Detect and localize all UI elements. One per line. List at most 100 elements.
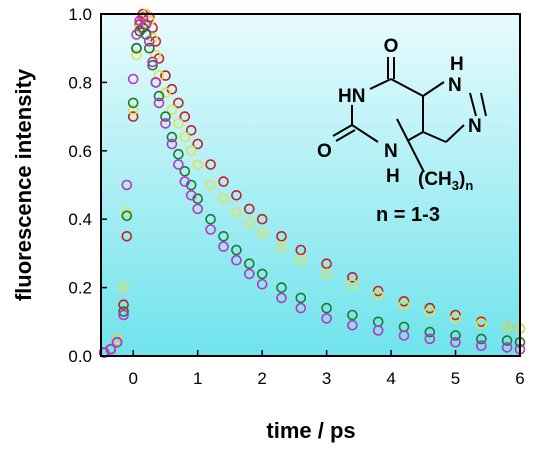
data-point-series-1 <box>295 244 307 256</box>
data-point-series-2 <box>121 207 133 218</box>
data-point-series-3 <box>295 292 307 304</box>
data-point-series-1 <box>231 190 242 201</box>
data-point-series-3 <box>127 97 139 109</box>
data-point-series-2 <box>166 104 178 116</box>
data-point-series-4 <box>144 36 155 47</box>
data-point-series-3 <box>179 166 191 177</box>
data-point-series-1 <box>256 213 268 225</box>
data-point-series-2 <box>218 193 229 204</box>
data-point-series-4 <box>131 29 142 40</box>
data-point-series-2 <box>231 207 242 218</box>
x-tick-label: 0 <box>128 369 137 388</box>
axis-ticks: 0 1 2 3 4 5 6 0.0 0.2 0.4 0.6 0.8 1.0 <box>68 5 524 388</box>
data-point-series-1 <box>424 302 436 314</box>
data-point-series-2 <box>398 299 410 311</box>
data-point-series-2 <box>179 131 191 143</box>
data-point-series-4 <box>205 224 216 235</box>
data-point-series-4 <box>192 203 203 215</box>
data-point-series-3 <box>144 42 155 54</box>
data-point-series-4 <box>295 302 307 314</box>
substituent-count-label: n = 1-3 <box>376 204 440 226</box>
data-point-series-4 <box>105 343 116 355</box>
data-point-series-2 <box>111 333 123 345</box>
data-point-series-2 <box>347 278 358 290</box>
data-point-series-3 <box>121 210 133 222</box>
data-point-series-3 <box>173 148 184 160</box>
data-point-series-4 <box>398 330 410 341</box>
data-point-series-1 <box>218 176 229 187</box>
molecule-structure <box>332 57 487 173</box>
methyl-group: (CH3)n <box>418 169 473 193</box>
data-point-series-3 <box>205 213 216 225</box>
atom-o-left: O <box>317 141 332 162</box>
data-point-series-1 <box>450 309 461 321</box>
data-point-series-2 <box>321 268 332 280</box>
data-point-series-1 <box>150 36 162 47</box>
y-tick-label: 0.4 <box>68 210 92 229</box>
data-point-series-4 <box>321 313 332 324</box>
atom-o-top: O <box>384 36 399 57</box>
atom-n-bottom: N <box>384 141 398 162</box>
atom-h-bottom: H <box>386 166 400 187</box>
data-point-series-3 <box>424 326 436 338</box>
y-axis-label: fluorescence intensity <box>11 68 36 301</box>
data-point-series-2 <box>205 179 216 191</box>
data-point-series-2 <box>118 282 129 293</box>
data-point-series-3 <box>147 60 158 71</box>
data-point-series-2 <box>276 241 287 252</box>
data-point-series-4 <box>347 319 358 331</box>
data-point-series-2 <box>127 104 139 116</box>
x-tick-label: 6 <box>515 369 524 388</box>
data-point-series-4 <box>276 292 287 304</box>
data-point-series-3 <box>256 268 268 280</box>
data-point-series-1 <box>121 231 133 242</box>
data-point-series-4 <box>475 340 487 352</box>
data-point-series-2 <box>295 254 307 266</box>
y-tick-label: 1.0 <box>68 5 92 24</box>
data-points <box>98 8 526 358</box>
data-point-series-3 <box>475 333 487 345</box>
data-point-series-1 <box>173 97 184 109</box>
y-tick-label: 0.2 <box>68 279 92 298</box>
data-point-series-4 <box>127 73 139 85</box>
data-point-series-4 <box>179 176 191 187</box>
data-point-series-1 <box>205 159 216 170</box>
data-point-series-2 <box>131 49 142 61</box>
data-point-series-4 <box>140 18 152 30</box>
atom-hn: HN <box>338 86 365 107</box>
data-point-series-3 <box>321 302 332 314</box>
data-point-series-2 <box>475 318 487 329</box>
data-point-series-1 <box>185 125 197 136</box>
y-tick-label: 0.8 <box>68 73 92 92</box>
data-point-series-1 <box>372 285 384 297</box>
data-point-series-3 <box>347 309 358 321</box>
data-point-series-3 <box>153 90 165 102</box>
data-point-series-3 <box>231 244 242 256</box>
data-point-series-4 <box>160 118 171 129</box>
atom-h-imid: H <box>450 54 464 75</box>
data-point-series-4 <box>147 56 158 68</box>
x-axis-label: time / ps <box>266 418 355 443</box>
data-point-series-2 <box>256 227 268 239</box>
data-point-series-1 <box>127 111 139 122</box>
data-point-series-2 <box>173 118 184 129</box>
data-point-series-4 <box>424 333 436 345</box>
data-point-series-4 <box>450 336 461 348</box>
data-point-series-2 <box>192 159 203 170</box>
x-tick-label: 1 <box>193 369 202 388</box>
y-tick-label: 0.6 <box>68 142 92 161</box>
data-point-series-3 <box>218 231 229 242</box>
data-point-series-1 <box>276 231 287 242</box>
y-tick-label: 0.0 <box>68 347 92 366</box>
data-point-series-3 <box>244 258 255 270</box>
data-point-series-4 <box>501 342 513 353</box>
data-point-series-3 <box>131 42 142 54</box>
x-tick-label: 5 <box>451 369 460 388</box>
data-point-series-4 <box>121 179 133 191</box>
data-point-series-2 <box>185 145 197 157</box>
data-point-series-3 <box>118 306 129 317</box>
data-point-series-1 <box>160 70 171 81</box>
data-point-series-4 <box>231 254 242 266</box>
data-point-series-1 <box>244 203 255 215</box>
